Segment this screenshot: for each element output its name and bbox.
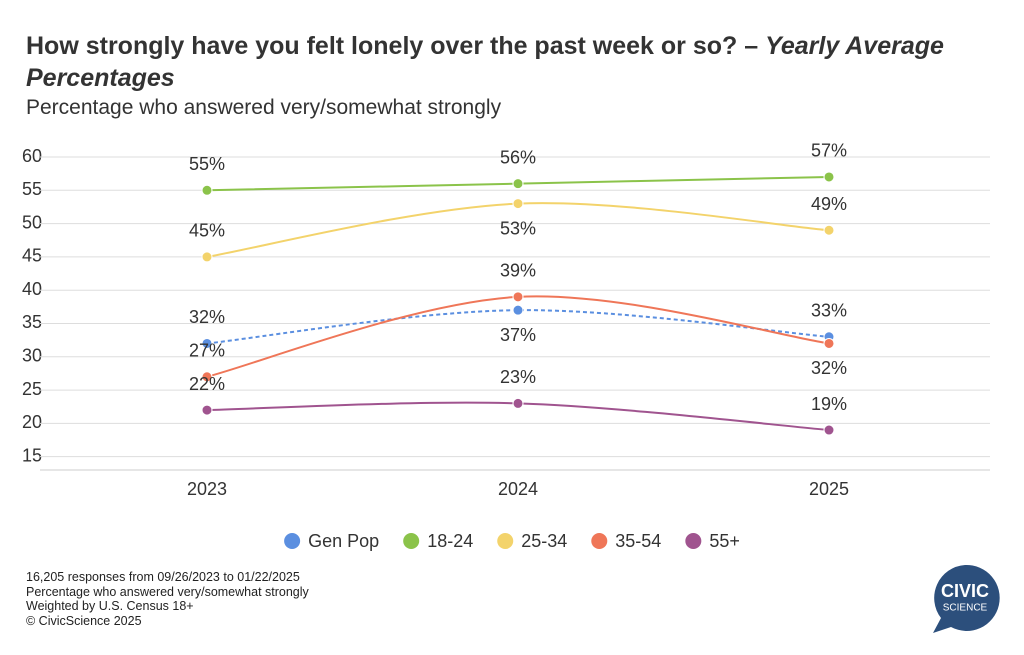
data-point	[512, 304, 524, 316]
data-point	[512, 198, 524, 210]
x-tick-label: 2025	[809, 479, 849, 499]
x-tick-label: 2023	[187, 479, 227, 499]
data-label: 53%	[500, 218, 536, 238]
y-tick-label: 60	[22, 146, 42, 166]
data-label: 27%	[189, 341, 225, 361]
y-tick-label: 45	[22, 246, 42, 266]
y-tick-label: 55	[22, 179, 42, 199]
logo-bubble	[933, 564, 1000, 633]
legend-marker	[403, 533, 420, 549]
data-point	[823, 337, 835, 349]
legend-marker	[284, 533, 301, 549]
data-label: 33%	[811, 301, 847, 321]
data-point	[512, 178, 524, 190]
legend-label: Gen Pop	[308, 531, 379, 551]
note: Percentage who answered very/somewhat st…	[26, 584, 309, 599]
data-point	[823, 171, 835, 183]
note: © CivicScience 2025	[26, 613, 142, 628]
data-point	[201, 251, 213, 263]
data-label: 32%	[189, 307, 225, 327]
legend-marker	[591, 533, 608, 549]
legend-label: 18-24	[427, 531, 473, 551]
y-tick-label: 15	[22, 445, 42, 465]
data-label: 23%	[500, 367, 536, 387]
chart-subtitle: Percentage who answered very/somewhat st…	[26, 96, 502, 119]
legend-label: 55+	[709, 531, 740, 551]
logo-text: CIVIC	[941, 581, 989, 601]
chart-title: How strongly have you felt lonely over t…	[26, 30, 986, 94]
data-point	[201, 337, 213, 349]
note: 16,205 responses from 09/26/2023 to 01/2…	[26, 570, 300, 584]
y-tick-label: 25	[22, 379, 42, 399]
data-label: 56%	[500, 147, 536, 167]
logo-text: SCIENCE	[943, 603, 988, 614]
data-label: 39%	[500, 261, 536, 281]
note: Weighted by U.S. Census 18+	[26, 599, 194, 613]
y-tick-label: 30	[22, 346, 42, 366]
data-point	[512, 291, 524, 303]
y-tick-label: 35	[22, 312, 42, 332]
data-point	[823, 224, 835, 236]
data-label: 19%	[811, 394, 847, 414]
legend-label: 25-34	[521, 531, 567, 551]
data-label: 55%	[189, 154, 225, 174]
data-label: 49%	[811, 194, 847, 214]
data-point	[201, 184, 213, 196]
data-label: 45%	[189, 221, 225, 241]
legend-marker	[497, 533, 514, 549]
title-italic: Yearly Average Percentages	[26, 32, 944, 92]
notes: 16,205 responses from 09/26/2023 to 01/2…	[26, 570, 309, 628]
data-point	[512, 397, 524, 409]
legend-marker	[685, 533, 702, 549]
data-label: 32%	[811, 358, 847, 378]
y-tick-label: 40	[22, 279, 42, 299]
x-tick-label: 2024	[498, 479, 538, 499]
data-label: 22%	[189, 374, 225, 394]
data-label: 57%	[811, 141, 847, 161]
y-tick-label: 50	[22, 212, 42, 232]
legend: Gen Pop 18-24 25-34 35-54 55+	[284, 531, 740, 551]
data-point	[201, 371, 213, 383]
data-label: 37%	[500, 325, 536, 345]
title-text: How strongly have you felt lonely over t…	[26, 32, 759, 60]
y-tick-label: 20	[22, 412, 42, 432]
legend-label: 35-54	[615, 531, 661, 551]
data-point	[201, 404, 213, 416]
data-point	[823, 424, 835, 436]
